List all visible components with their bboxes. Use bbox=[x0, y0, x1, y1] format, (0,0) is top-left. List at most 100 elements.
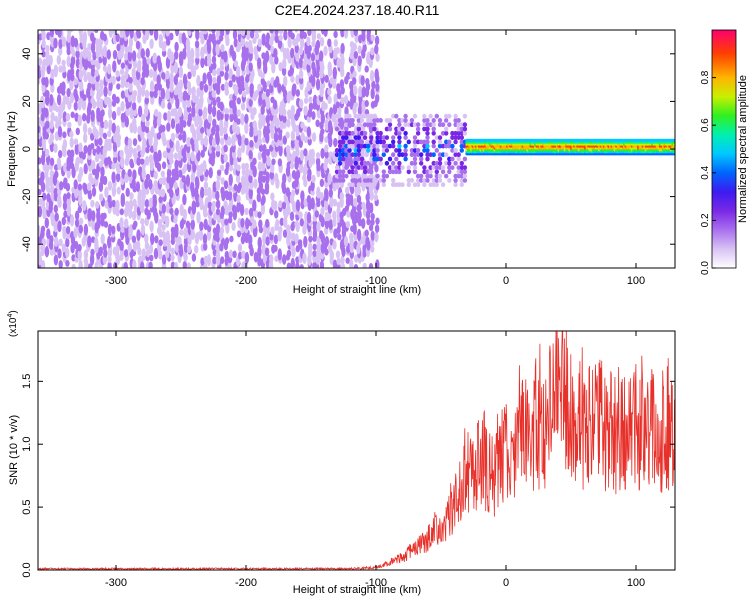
spectrogram-cell bbox=[273, 48, 278, 59]
spectrogram-cell bbox=[223, 180, 229, 190]
spectrogram-cell bbox=[352, 76, 357, 86]
spectrogram-cell bbox=[74, 186, 79, 199]
spectrogram-cell bbox=[199, 31, 204, 40]
spectrogram-cell bbox=[257, 83, 262, 92]
spectrogram-cell bbox=[336, 206, 341, 216]
spectrogram-cell bbox=[366, 160, 371, 166]
spectrogram-cell bbox=[186, 136, 191, 148]
spectrogram-cell bbox=[92, 51, 97, 61]
spectrogram-cell bbox=[206, 71, 212, 81]
spectrogram-cell bbox=[153, 30, 159, 41]
spectrogram-cell bbox=[308, 96, 313, 104]
spectrogram-cell bbox=[169, 152, 174, 160]
spectrogram-cell bbox=[191, 200, 196, 212]
spectrogram-cell bbox=[266, 155, 271, 167]
spectrogram-cell bbox=[162, 41, 168, 48]
spectrogram-cell bbox=[359, 160, 365, 166]
spectrogram-cell bbox=[253, 178, 258, 189]
spectrogram-cell bbox=[166, 243, 172, 253]
spectrogram-cell bbox=[444, 118, 449, 123]
spectrogram-cell bbox=[412, 165, 418, 171]
spectrogram-cell bbox=[228, 80, 233, 88]
spectrogram-cell bbox=[183, 236, 189, 247]
spectrogram-cell bbox=[337, 156, 343, 162]
spectrogram-cell bbox=[372, 152, 377, 158]
spectrogram-cell bbox=[290, 47, 295, 59]
spectrogram-cell bbox=[158, 33, 163, 44]
spectrogram-cell bbox=[224, 250, 229, 260]
spectrogram-cell bbox=[141, 113, 146, 123]
spectrogram-cell bbox=[77, 243, 82, 252]
spectrogram-cell bbox=[216, 30, 221, 36]
spectrogram-cell bbox=[198, 116, 203, 129]
spectrogram-cell bbox=[444, 143, 449, 149]
snr-y-ticks: 0.0 0.5 1.0 1.5 bbox=[21, 374, 675, 578]
spectrogram-cell bbox=[285, 131, 290, 139]
spectrogram-cell bbox=[397, 139, 402, 145]
spectrogram-cell bbox=[185, 220, 191, 229]
spectrogram-cell bbox=[148, 68, 154, 78]
spectrogram-cell bbox=[384, 148, 390, 153]
spectrogram-cell bbox=[361, 30, 366, 35]
spectrogram-cell bbox=[252, 157, 257, 166]
spectrogram-cell bbox=[261, 243, 266, 256]
spectrogram-cell bbox=[434, 135, 439, 141]
spectrogram-cell bbox=[394, 130, 399, 136]
spectrogram-cell bbox=[149, 254, 154, 262]
spectrogram-cell bbox=[291, 232, 296, 242]
spectrogram-cell bbox=[298, 69, 304, 80]
spectrogram-cell bbox=[96, 107, 101, 117]
spectrogram-cell bbox=[273, 114, 278, 125]
spectrogram-cell bbox=[257, 137, 262, 146]
spectrogram-cell bbox=[422, 126, 427, 132]
spectrogram-cell bbox=[372, 122, 377, 128]
spectrogram-cell bbox=[87, 42, 92, 51]
spectrogram-cell bbox=[459, 130, 464, 136]
spectrogram-cell bbox=[38, 168, 41, 177]
spectrogram-cell bbox=[144, 96, 149, 105]
spectrogram-cell bbox=[350, 178, 355, 183]
spectrogram-cell bbox=[450, 143, 455, 149]
spectrogram-cell bbox=[381, 139, 386, 145]
spectrogram-cell bbox=[128, 77, 133, 84]
spectrogram-cell bbox=[262, 143, 267, 156]
y-tick-label: 1.5 bbox=[21, 374, 33, 389]
spectrogram-cell bbox=[40, 181, 46, 193]
spectrogram-cell bbox=[78, 224, 84, 234]
spectrogram-cell bbox=[281, 201, 287, 210]
spectrogram-cell bbox=[215, 199, 221, 210]
spectrogram-cell bbox=[116, 106, 122, 117]
spectrogram-cell bbox=[194, 244, 199, 254]
spectrogram-cell bbox=[115, 199, 120, 211]
spectrogram-cell bbox=[235, 173, 241, 184]
spectrogram-cell bbox=[61, 36, 67, 48]
spectrogram-cell bbox=[208, 30, 213, 33]
spectrogram-cell bbox=[391, 165, 396, 171]
spectrogram-cell bbox=[116, 83, 121, 90]
spectrogram-cell bbox=[310, 197, 315, 210]
spectrogram-cell bbox=[375, 148, 380, 153]
spectrogram-cell bbox=[181, 32, 186, 45]
spectrogram-cell bbox=[119, 68, 125, 76]
spectrogram-cell bbox=[437, 152, 443, 158]
spectrogram-cell bbox=[219, 164, 225, 172]
spectrogram-cell bbox=[111, 122, 117, 134]
spectrogram-cell bbox=[102, 54, 107, 66]
spectrogram-cell bbox=[129, 192, 134, 200]
spectrogram-cell bbox=[387, 122, 393, 128]
spectrogram-cell bbox=[128, 199, 134, 211]
spectrogram-cell bbox=[140, 224, 146, 236]
spectrogram-cell bbox=[166, 110, 172, 123]
spectrogram-cell bbox=[294, 30, 299, 33]
spectrogram-cell bbox=[323, 45, 328, 57]
spectrogram-cell bbox=[337, 148, 343, 153]
spectrogram-cell bbox=[239, 75, 245, 84]
spectrogram-cell bbox=[359, 143, 365, 149]
spectrogram-cell bbox=[228, 164, 234, 172]
spectrogram-cell bbox=[356, 148, 361, 153]
spectrogram-cell bbox=[115, 70, 120, 78]
snr-series-group bbox=[38, 331, 675, 570]
spectrogram-cell bbox=[111, 100, 117, 107]
spectrogram-cell bbox=[148, 244, 154, 255]
